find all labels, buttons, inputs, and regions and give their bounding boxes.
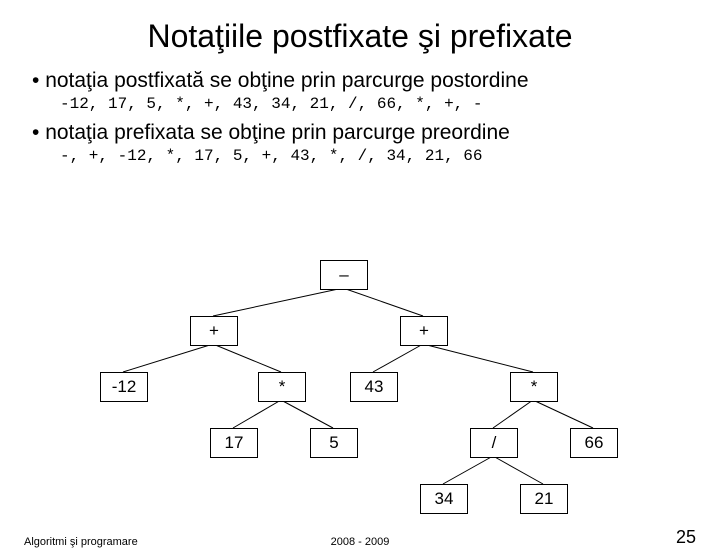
tree-node-n66: 66	[570, 428, 618, 458]
tree-node-n5: 5	[310, 428, 358, 458]
bullet-prefix: notaţia prefixata se obţine prin parcurg…	[32, 121, 700, 145]
bullet-postfix: notaţia postfixată se obţine prin parcur…	[32, 69, 700, 93]
tree-node-plusL: +	[190, 316, 238, 346]
tree-node-root: –	[320, 260, 368, 290]
slide-title: Notaţiile postfixate şi prefixate	[0, 18, 720, 55]
slide-number: 25	[676, 527, 696, 548]
tree-node-n43: 43	[350, 372, 398, 402]
prefix-sequence: -, +, -12, *, 17, 5, +, 43, *, /, 34, 21…	[60, 147, 720, 165]
tree-node-starL: *	[258, 372, 306, 402]
tree-node-n34: 34	[420, 484, 468, 514]
tree-node-n17: 17	[210, 428, 258, 458]
postfix-sequence: -12, 17, 5, *, +, 43, 34, 21, /, 66, *, …	[60, 95, 720, 113]
tree-node-div: /	[470, 428, 518, 458]
footer-center: 2008 - 2009	[0, 536, 720, 548]
tree-node-starR: *	[510, 372, 558, 402]
tree-node-n-12: -12	[100, 372, 148, 402]
expression-tree: –++-12*43*175/663421	[0, 260, 720, 520]
tree-node-plusR: +	[400, 316, 448, 346]
tree-node-n21: 21	[520, 484, 568, 514]
